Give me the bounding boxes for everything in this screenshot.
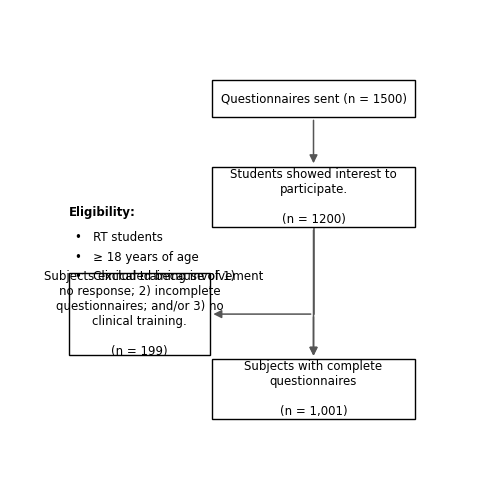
FancyBboxPatch shape	[69, 272, 210, 355]
Text: Students showed interest to
participate.

(n = 1200): Students showed interest to participate.…	[230, 168, 397, 226]
Text: Eligibility:: Eligibility:	[69, 206, 136, 220]
FancyBboxPatch shape	[212, 80, 415, 117]
Text: Subjects with complete
questionnaires

(n = 1,001): Subjects with complete questionnaires (n…	[244, 360, 382, 418]
FancyBboxPatch shape	[212, 167, 415, 226]
Text: Subjects excluded because of 1)
no response; 2) incomplete
questionnaires; and/o: Subjects excluded because of 1) no respo…	[44, 270, 235, 358]
FancyBboxPatch shape	[212, 360, 415, 419]
Text: •   ≥ 18 years of age: • ≥ 18 years of age	[75, 250, 198, 264]
Text: •   Clinical training involvement: • Clinical training involvement	[75, 270, 263, 283]
Text: •   RT students: • RT students	[75, 232, 163, 244]
Text: Questionnaires sent (n = 1500): Questionnaires sent (n = 1500)	[220, 92, 406, 105]
